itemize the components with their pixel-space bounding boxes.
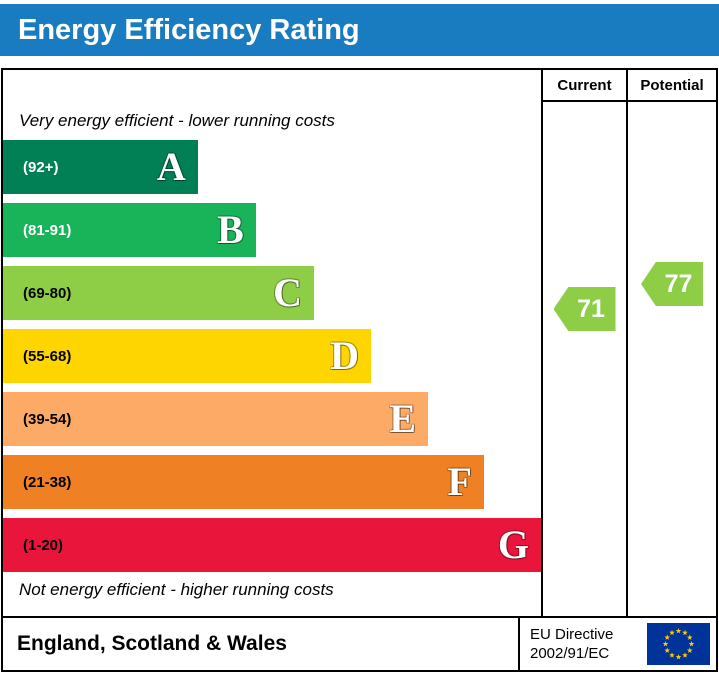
band-b-range: (81-91)	[23, 221, 72, 239]
band-f-range: (21-38)	[23, 473, 72, 491]
band-a-letter: A	[156, 144, 186, 189]
potential-score-value: 77	[664, 269, 693, 298]
band-b: (81-91) B	[3, 203, 256, 257]
band-d-letter: D	[330, 333, 359, 378]
band-f-letter: F	[447, 459, 472, 504]
potential-header: Potential	[628, 70, 716, 102]
potential-column-body: 77	[628, 102, 716, 616]
title-bar: Energy Efficiency Rating	[0, 4, 719, 56]
potential-score-marker: 77	[641, 262, 703, 306]
band-a: (92+) A	[3, 140, 198, 194]
band-c: (69-80) C	[3, 266, 314, 320]
band-e: (39-54) E	[3, 392, 429, 446]
band-f: (21-38) F	[3, 455, 484, 509]
top-note: Very energy efficient - lower running co…	[19, 111, 335, 130]
band-c-range: (69-80)	[23, 284, 72, 302]
eu-directive-text: EU Directive 2002/91/EC	[530, 625, 613, 664]
bottom-note: Not energy efficient - higher running co…	[19, 580, 334, 599]
region-label: England, Scotland & Wales	[17, 632, 287, 655]
band-b-letter: B	[217, 207, 244, 252]
eu-directive-line1: EU Directive	[530, 625, 614, 643]
current-score-marker: 71	[553, 287, 616, 331]
directive-box: EU Directive 2002/91/EC	[518, 618, 716, 670]
page-title: Energy Efficiency Rating	[18, 13, 360, 46]
band-g: (1-20) G	[3, 518, 541, 572]
current-column-body: 71	[543, 102, 626, 616]
footer: England, Scotland & Wales EU Directive 2…	[3, 616, 716, 670]
band-e-range: (39-54)	[23, 410, 72, 428]
band-c-letter: C	[273, 270, 302, 315]
current-column: Current 71	[541, 70, 626, 616]
bands-column: Very energy efficient - lower running co…	[3, 70, 541, 616]
rating-table: Very energy efficient - lower running co…	[3, 70, 716, 616]
band-g-letter: G	[497, 522, 529, 567]
eu-flag-icon	[647, 623, 710, 665]
current-header: Current	[543, 70, 626, 102]
band-d: (55-68) D	[3, 329, 371, 383]
band-g-range: (1-20)	[23, 536, 64, 554]
potential-column: Potential 77	[626, 70, 716, 616]
header-spacer	[3, 70, 541, 102]
band-d-range: (55-68)	[23, 347, 72, 365]
band-e-letter: E	[389, 396, 417, 441]
eu-directive-line2: 2002/91/EC	[530, 645, 610, 662]
current-score-value: 71	[577, 294, 605, 323]
energy-rating-panel: Very energy efficient - lower running co…	[1, 68, 718, 672]
bands: (92+) A (81-91) B (69-80) C (55-68) D (3…	[3, 140, 541, 572]
band-a-range: (92+)	[23, 158, 59, 176]
